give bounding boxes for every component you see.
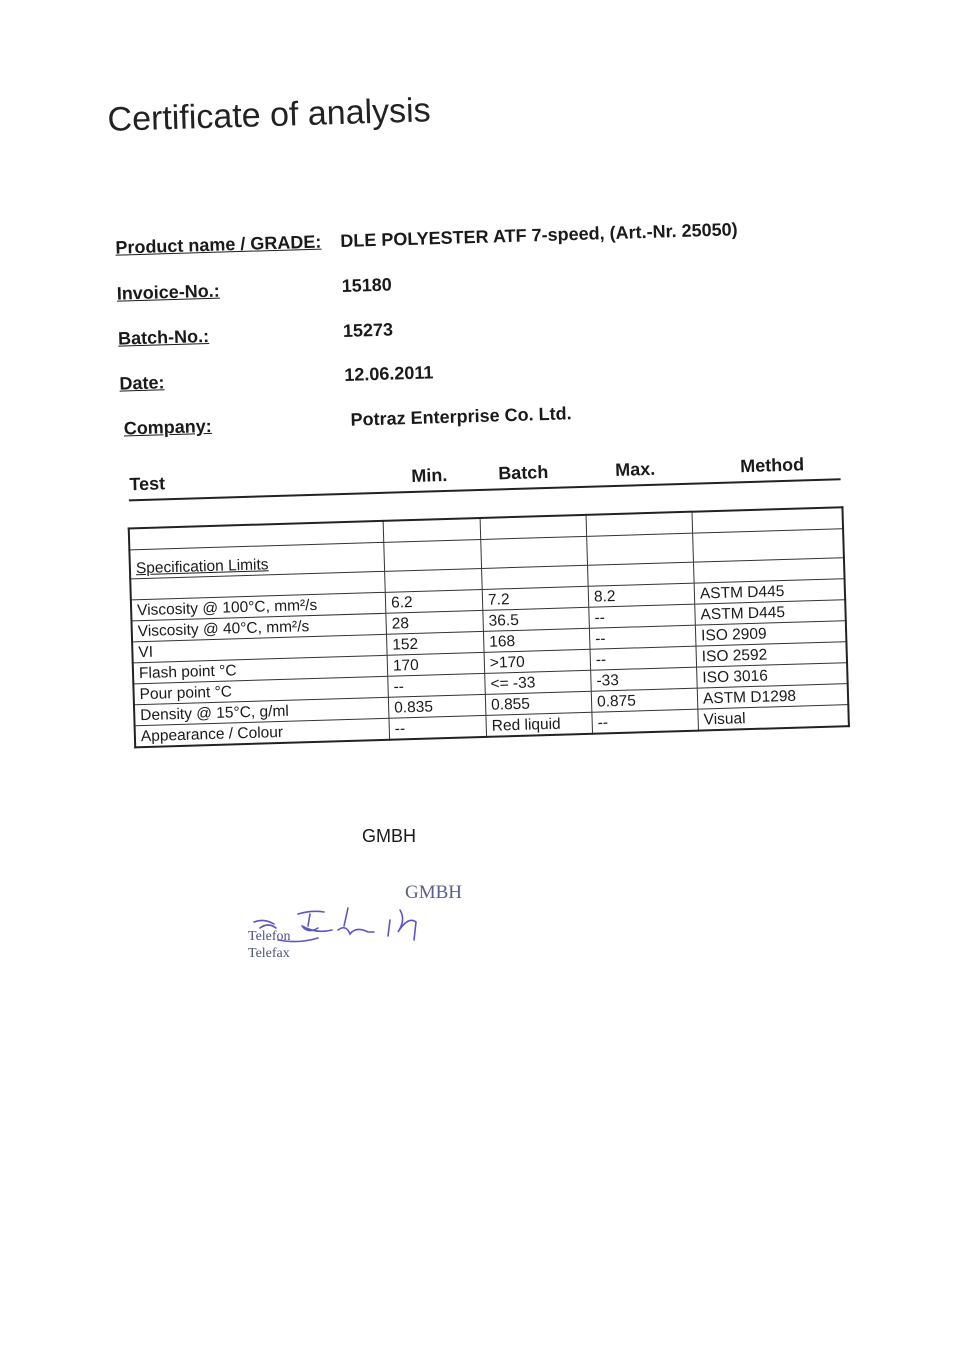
document-title: Certificate of analysis [107,91,432,139]
product-name-value: DLE POLYESTER ATF 7-speed, (Art.-Nr. 250… [340,219,738,252]
stamp-telefax: Telefax [248,946,290,961]
date-value: 12.06.2011 [343,362,434,385]
cell-min: 170 [387,652,485,677]
date-label: Date: [119,372,165,394]
company-name-footer: GMBH [362,826,416,846]
company-value: Potraz Enterprise Co. Ltd. [350,403,572,430]
header-underline [128,478,841,502]
cell-min: 0.835 [388,694,486,719]
cell-max: -- [591,709,699,734]
cell-min: -- [387,673,486,698]
specification-limits-label: Specification Limits [135,556,269,578]
cell-min: 28 [385,610,484,635]
batch-no-label: Batch-No.: [117,325,210,349]
header-method: Method [739,454,805,477]
cell-min: -- [388,715,487,740]
product-name-label: Product name / GRADE: [115,231,322,258]
batch-no-value: 15273 [342,319,394,341]
invoice-no-label: Invoice-No.: [116,280,221,304]
header-max: Max. [614,458,656,480]
specification-table: Specification Limits Viscosity @ 100°C, … [127,506,850,749]
invoice-no-value: 15180 [341,274,392,296]
signature-icon [253,907,417,943]
cell-method: Visual [697,704,849,731]
cell-batch: Red liquid [485,712,593,737]
stamp-company-name: GMBH [405,882,463,903]
header-batch: Batch [497,461,549,484]
header-test: Test [129,473,166,495]
cell-min: 6.2 [385,589,483,614]
cell-min: 152 [386,631,485,656]
header-min: Min. [411,464,448,487]
company-label: Company: [123,415,213,439]
